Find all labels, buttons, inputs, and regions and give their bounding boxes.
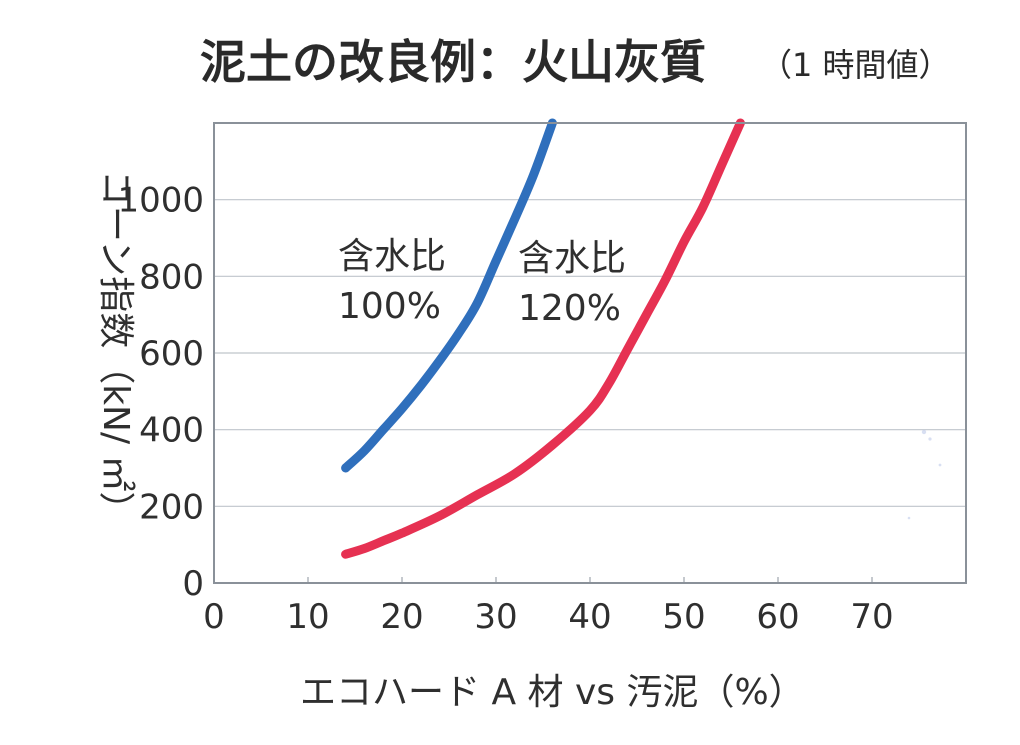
x-tick-label: 30 (474, 597, 517, 637)
x-tick-label: 10 (286, 597, 329, 637)
series-label-moisture-120-line-2: 120% (518, 288, 621, 329)
chart-title: 泥土の改良例：火山灰質 (200, 35, 706, 89)
scan-speck (928, 437, 932, 441)
x-axis-label: エコハード A 材 vs 汚泥（%） (300, 672, 805, 713)
scan-speck (907, 516, 911, 520)
label-layer: 含水比 100% 含水比 120% (338, 236, 626, 329)
series-layer (341, 118, 745, 559)
y-tick-label: 400 (139, 411, 204, 451)
y-tick-label: 800 (139, 257, 204, 297)
x-tick-label: 0 (203, 597, 225, 637)
series-label-moisture-100-line-2: 100% (338, 286, 441, 327)
series-line-moisture-120 (341, 118, 745, 559)
grid-layer (214, 199, 966, 507)
x-tick-label: 20 (380, 597, 423, 637)
x-tick-label: 70 (850, 597, 893, 637)
series-label-moisture-100-line-1: 含水比 (338, 236, 446, 277)
axis-layer: 0 200 400 600 800 1000 0 10 20 30 40 50 60 70 (117, 181, 893, 637)
y-axis-label: コーン指数（kN/ ㎡） (95, 170, 137, 528)
plot-frame (213, 122, 967, 584)
y-tick-label: 600 (139, 334, 204, 374)
scan-speck (921, 429, 927, 435)
x-tick-label: 50 (662, 597, 705, 637)
series-label-moisture-120-line-1: 含水比 (518, 238, 626, 279)
x-tick-label: 40 (568, 597, 611, 637)
y-tick-label: 200 (139, 487, 204, 527)
x-tick-label: 60 (756, 597, 799, 637)
y-tick-label: 1000 (117, 181, 204, 221)
scan-speck (938, 463, 942, 467)
chart-subtitle: （1 時間値） (760, 46, 951, 84)
y-tick-label: 0 (182, 564, 204, 604)
series-line-moisture-100 (341, 118, 557, 473)
